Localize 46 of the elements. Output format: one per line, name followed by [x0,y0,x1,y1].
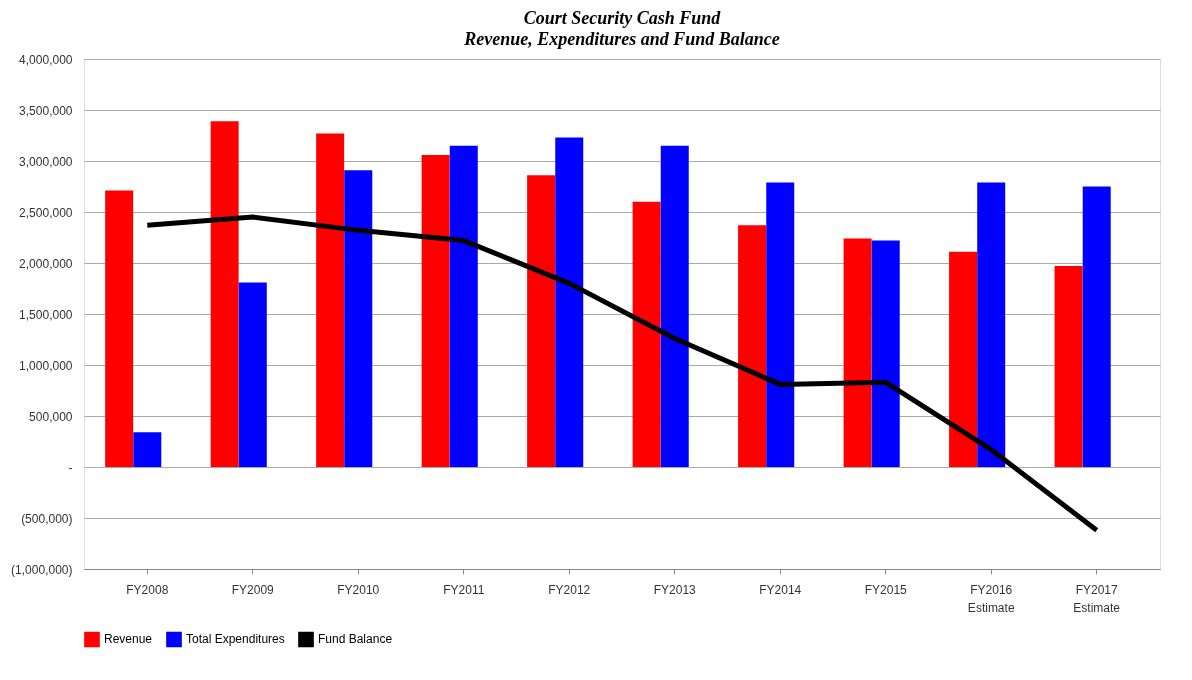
bar [766,182,795,467]
bar [527,175,556,467]
y-tick-label: - [68,460,73,475]
x-tick-label: FY2014 [759,582,802,597]
bar [555,137,584,467]
x-tick-label: FY2010 [337,582,380,597]
bar [977,182,1006,467]
chart-title: Court Security Cash Fund [523,8,722,28]
bar [1054,266,1083,467]
x-tick-label: FY2012 [548,582,591,597]
y-tick-label: 4,000,000 [19,52,73,67]
x-tick-label: FY2015 [864,582,908,597]
bar [421,154,450,467]
x-tick-label: FY2016 Estimate [967,582,1015,615]
legend-label: Total Expenditures [186,632,285,647]
bar [949,251,978,467]
x-tick-label: FY2011 [443,582,485,597]
y-tick-label: (500,000) [21,511,73,526]
x-tick-label: FY2017 Estimate [1073,582,1121,615]
bar [660,145,689,467]
x-tick-label: FY2009 [231,582,275,597]
legend-label: Revenue [104,632,153,647]
bar [871,240,900,467]
y-tick-label: 2,500,000 [19,205,73,220]
x-tick-label: FY2008 [126,582,169,597]
y-tick-label: 3,000,000 [19,154,73,169]
y-tick-label: 2,000,000 [19,256,73,271]
chart-subtitle: Revenue, Expenditures and Fund Balance [463,29,780,49]
y-tick-label: 500,000 [29,409,73,424]
y-tick-label: 3,500,000 [19,103,73,118]
bar [1082,186,1111,467]
bar [738,225,767,467]
bar [843,238,872,467]
bar [632,201,661,467]
bar [210,121,239,467]
bar [344,170,373,467]
legend-label: Fund Balance [318,632,393,647]
bar [449,145,478,467]
y-tick-label: 1,000,000 [19,358,73,373]
bar [133,432,162,467]
bar [105,190,134,467]
y-tick-label: 1,500,000 [19,307,73,322]
bar [238,282,267,467]
x-tick-label: FY2013 [653,582,697,597]
bar [316,133,345,467]
y-tick-label: (1,000,000) [11,562,73,577]
